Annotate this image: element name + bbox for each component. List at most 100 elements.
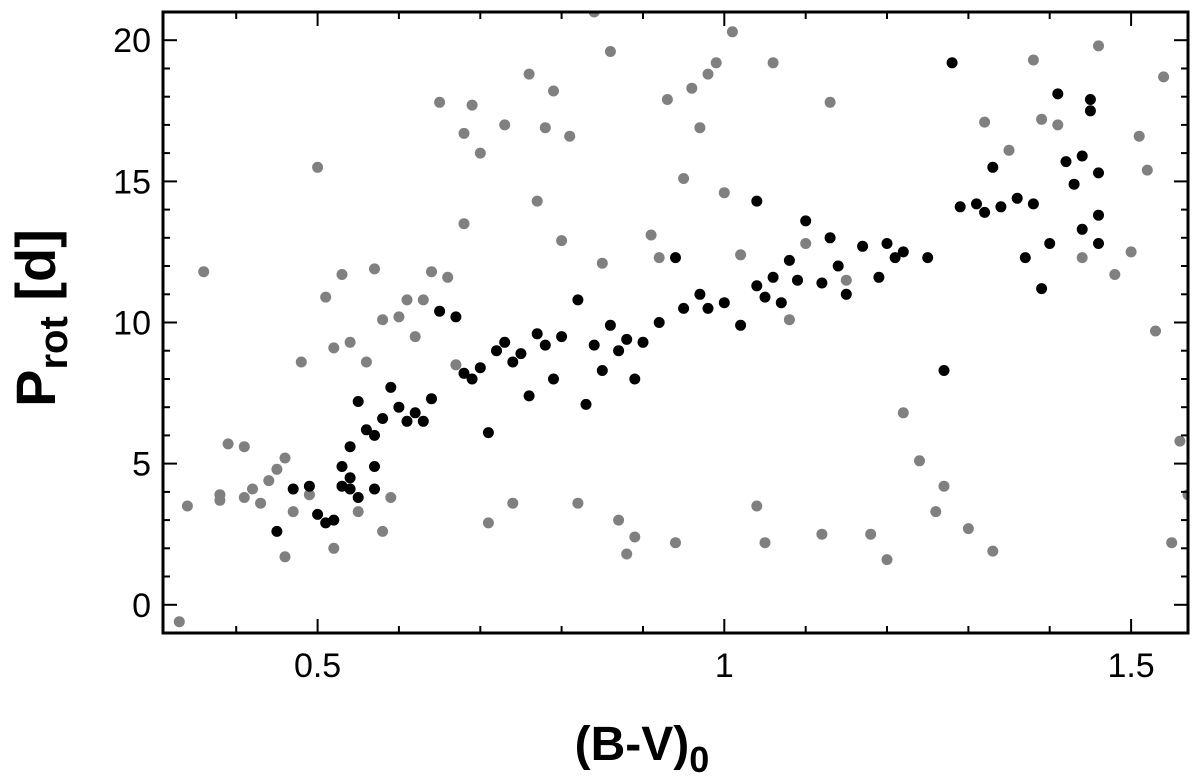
data-point-s0-100 [1174,435,1186,447]
data-point-s0-8 [238,492,250,503]
data-point-s0-67 [718,187,730,199]
data-point-s1-81 [1019,252,1031,264]
data-point-s1-93 [1093,209,1104,221]
data-point-s0-19 [320,291,332,303]
data-point-s0-74 [800,238,812,249]
data-point-s0-73 [783,314,795,326]
data-point-s1-51 [694,288,706,300]
data-points [149,12,1188,628]
data-point-s0-51 [572,497,584,509]
data-point-s0-22 [336,269,348,280]
data-point-s1-21 [409,407,421,419]
y-tick-label: 10 [113,305,151,343]
data-point-s1-7 [336,461,348,472]
data-point-s1-89 [1076,150,1088,162]
y-axis-label-main: P [4,370,67,407]
data-point-s1-73 [938,365,950,376]
data-point-s0-3 [198,266,210,278]
data-point-s0-65 [702,68,714,80]
data-point-s0-78 [865,528,877,540]
data-point-s0-40 [466,99,478,111]
data-point-s0-58 [645,229,657,241]
data-point-s1-24 [434,305,446,317]
data-point-s1-65 [832,260,844,272]
data-point-s1-91 [1084,105,1096,117]
data-point-s0-30 [393,311,405,323]
data-point-s0-72 [767,57,779,69]
data-point-s0-80 [897,407,909,419]
data-point-s1-31 [499,336,511,348]
data-point-s0-64 [694,122,706,134]
data-point-s0-0 [149,469,160,480]
data-point-s1-67 [857,240,869,252]
data-point-s0-38 [458,127,470,139]
data-point-s1-46 [629,373,641,385]
data-point-s0-27 [377,314,389,326]
data-point-s0-56 [621,548,633,560]
data-point-s1-9 [344,472,356,484]
data-point-s1-28 [474,362,486,374]
x-tick-label: 1.5 [1107,647,1154,685]
data-point-s1-75 [954,201,966,213]
data-point-s1-43 [604,319,616,331]
data-point-s1-3 [312,508,324,520]
data-point-s1-0 [271,525,283,537]
data-point-s1-64 [824,232,836,244]
data-point-s0-16 [295,356,307,368]
data-point-s0-47 [539,122,551,134]
data-point-s1-63 [816,277,828,289]
data-point-s0-53 [596,257,608,269]
data-point-s0-79 [881,554,893,566]
data-point-s1-29 [482,427,494,439]
y-tick-label: 0 [132,587,151,625]
data-point-s0-60 [661,94,673,105]
data-point-s0-57 [629,531,641,543]
x-tick-label: 1 [715,647,734,685]
data-point-s1-42 [596,365,608,376]
data-point-s1-32 [507,356,519,368]
data-point-s1-60 [783,254,795,266]
data-point-s1-16 [369,483,380,495]
data-point-s0-21 [328,542,340,554]
data-point-s0-63 [686,82,698,94]
data-point-s0-99 [1166,537,1178,549]
data-point-s0-48 [548,85,559,97]
data-point-s0-94 [1125,246,1137,258]
data-point-s0-7 [238,441,250,453]
data-point-s0-54 [604,46,616,57]
data-point-s0-81 [914,455,925,467]
y-axis-label-subscript: rot [32,316,76,369]
data-point-s0-29 [385,492,397,503]
data-point-s0-86 [987,545,999,557]
x-axis-label: (B-V)0 [575,718,710,780]
data-point-s0-10 [255,497,267,509]
data-point-s1-77 [979,206,991,218]
y-tick-label: 5 [132,446,151,484]
data-point-s1-36 [539,339,551,351]
data-point-s1-18 [385,381,397,393]
data-point-s1-26 [458,367,470,379]
y-tick-label: 20 [113,22,151,60]
data-point-s1-49 [670,252,681,264]
data-point-s0-90 [1052,119,1064,131]
y-axis-label-unit: [d] [4,229,67,316]
x-axis-label-subscript: 0 [689,739,709,780]
data-point-s1-69 [881,238,893,249]
data-point-s0-68 [726,26,738,38]
data-point-s0-83 [938,480,950,492]
data-point-s0-9 [247,483,258,495]
data-point-s1-87 [1068,178,1080,190]
data-point-s1-74 [946,57,958,69]
data-point-s0-88 [1027,54,1039,66]
data-point-s0-62 [678,173,690,184]
data-point-s1-88 [1076,223,1088,235]
data-point-s0-76 [824,96,836,108]
data-point-s1-12 [352,396,364,407]
tick-labels: 0.5 1 1.5 0 5 10 15 20 [113,22,1155,685]
data-point-s0-36 [442,271,454,283]
data-point-s0-87 [1003,144,1015,156]
data-point-s1-15 [369,461,380,472]
data-point-s1-17 [377,413,389,424]
data-point-s0-61 [670,537,681,549]
data-point-s0-46 [531,195,543,207]
